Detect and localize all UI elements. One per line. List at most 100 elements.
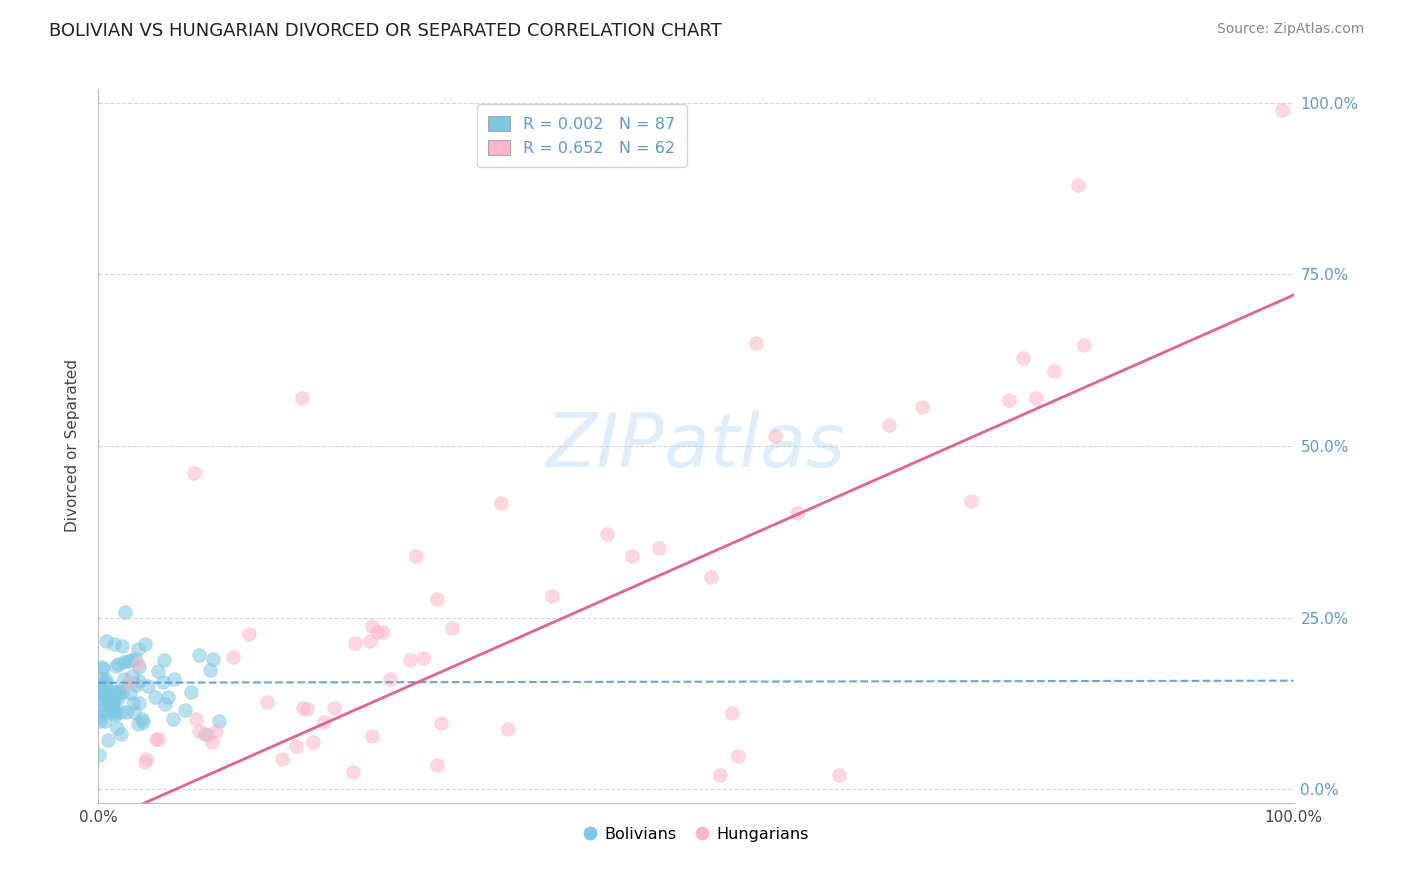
Point	[314, 714, 336, 729]
Point	[87, 685, 110, 699]
Point	[291, 700, 314, 714]
Point	[94, 678, 117, 692]
Point	[302, 735, 325, 749]
Point	[136, 679, 159, 693]
Point	[911, 400, 934, 414]
Point	[127, 716, 149, 731]
Point	[112, 673, 135, 687]
Point	[101, 692, 124, 706]
Point	[1073, 337, 1095, 351]
Point	[89, 677, 111, 691]
Point	[997, 393, 1019, 408]
Point	[105, 721, 128, 735]
Point	[721, 706, 744, 720]
Point	[162, 712, 184, 726]
Point	[440, 621, 463, 635]
Point	[498, 723, 520, 737]
Point	[89, 747, 111, 762]
Point	[122, 706, 145, 720]
Point	[104, 688, 127, 702]
Point	[98, 698, 121, 712]
Point	[378, 672, 401, 686]
Point	[270, 752, 292, 766]
Point	[412, 651, 434, 665]
Point	[127, 642, 149, 657]
Point	[429, 716, 451, 731]
Point	[877, 417, 900, 432]
Point	[152, 675, 174, 690]
Point	[197, 728, 219, 742]
Point	[366, 624, 388, 639]
Point	[360, 619, 382, 633]
Point	[118, 685, 141, 699]
Point	[90, 671, 112, 685]
Point	[108, 685, 131, 699]
Point	[1042, 364, 1064, 378]
Point	[115, 705, 138, 719]
Point	[426, 758, 449, 772]
Point	[105, 690, 128, 704]
Point	[596, 527, 619, 541]
Point	[180, 684, 202, 698]
Point	[143, 690, 166, 704]
Point	[89, 684, 111, 698]
Text: BOLIVIAN VS HUNGARIAN DIVORCED OR SEPARATED CORRELATION CHART: BOLIVIAN VS HUNGARIAN DIVORCED OR SEPARA…	[49, 22, 721, 40]
Point	[134, 637, 156, 651]
Point	[1012, 351, 1035, 366]
Point	[93, 691, 115, 706]
Point	[118, 675, 141, 690]
Point	[90, 692, 112, 706]
Point	[121, 696, 143, 710]
Point	[103, 637, 125, 651]
Point	[91, 659, 114, 673]
Point	[322, 701, 344, 715]
Point	[208, 714, 231, 728]
Point	[405, 549, 427, 563]
Point	[828, 768, 851, 782]
Point	[201, 652, 224, 666]
Point	[131, 714, 153, 729]
Point	[131, 712, 153, 726]
Point	[127, 657, 149, 672]
Text: Source: ZipAtlas.com: Source: ZipAtlas.com	[1216, 22, 1364, 37]
Point	[541, 590, 564, 604]
Point	[198, 664, 221, 678]
Point	[648, 541, 671, 556]
Point	[107, 691, 129, 706]
Point	[765, 429, 787, 443]
Point	[134, 755, 156, 769]
Point	[120, 653, 142, 667]
Point	[174, 703, 197, 717]
Point	[291, 391, 314, 405]
Point	[100, 693, 122, 707]
Point	[103, 699, 125, 714]
Point	[118, 674, 141, 689]
Point	[94, 673, 117, 687]
Point	[135, 752, 157, 766]
Point	[786, 506, 808, 520]
Point	[103, 705, 125, 719]
Point	[89, 679, 111, 693]
Point	[105, 684, 128, 698]
Point	[699, 570, 721, 584]
Point	[128, 696, 150, 710]
Point	[94, 687, 117, 701]
Point	[344, 635, 367, 649]
Point	[93, 703, 115, 717]
Point	[361, 729, 384, 743]
Point	[93, 662, 115, 676]
Point	[188, 723, 211, 738]
Point	[87, 709, 110, 723]
Point	[201, 735, 224, 749]
Point	[146, 664, 169, 678]
Point	[104, 706, 127, 720]
Point	[184, 712, 207, 726]
Text: ZIPatlas: ZIPatlas	[546, 410, 846, 482]
Point	[96, 634, 118, 648]
Point	[284, 739, 307, 753]
Point	[398, 653, 420, 667]
Point	[709, 768, 731, 782]
Point	[112, 656, 135, 670]
Point	[621, 549, 644, 563]
Point	[256, 695, 278, 709]
